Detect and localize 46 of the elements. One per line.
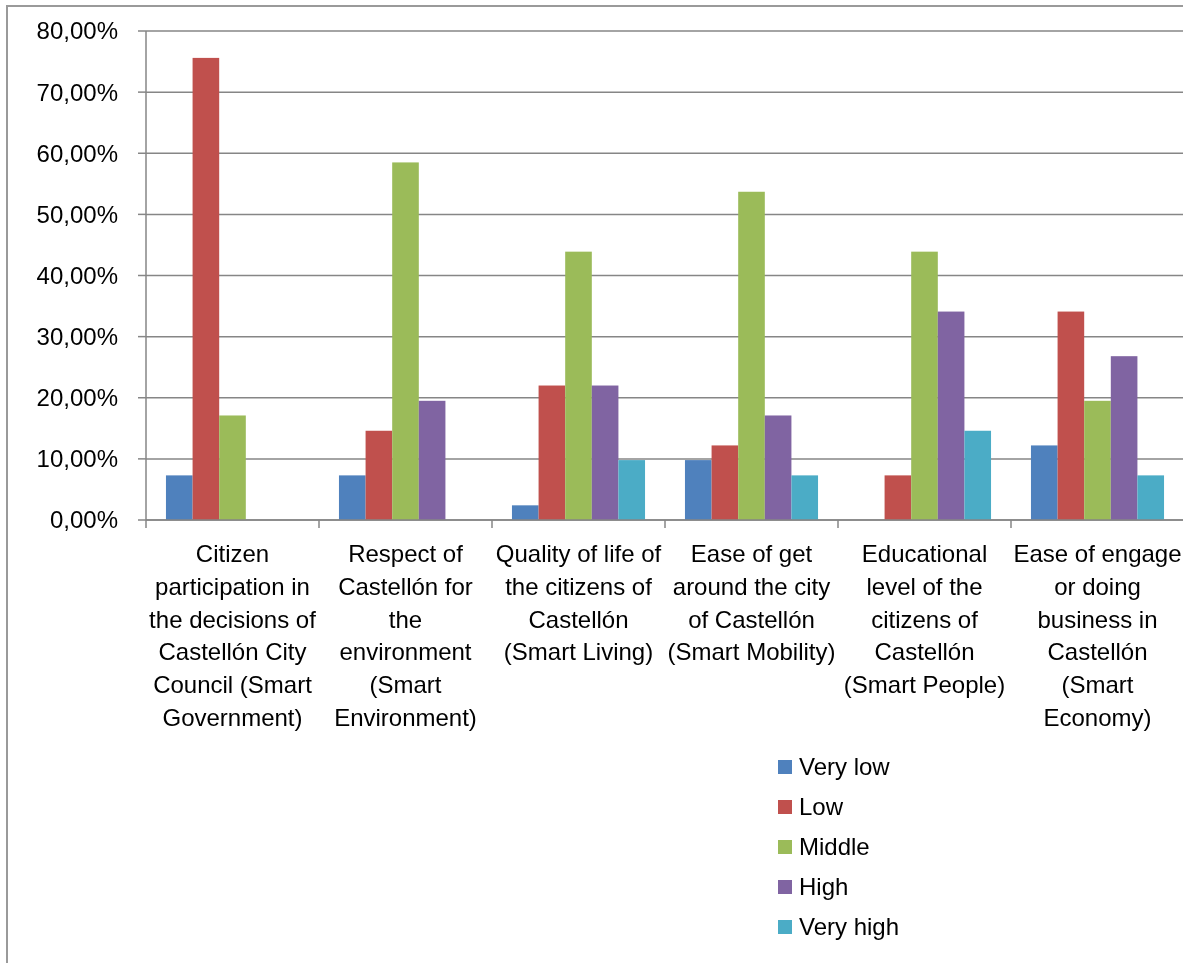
bar [165,475,193,520]
x-tick-label: Quality of life of the citizens of Castellón (Smart Living) [495,540,662,666]
bar [1084,400,1111,520]
bar [338,475,366,520]
bar [884,475,912,520]
bar [538,385,566,520]
bar [1030,445,1058,520]
x-tick-label: Educational level of the citizens of Castellón (Smart People) [843,540,1006,699]
y-tick-label: 40,00% [36,261,118,289]
x-tick-label: Ease of engage or doing business in Castellón (Smart Economy) [1013,540,1182,731]
y-tick-label: 60,00% [36,139,118,167]
bar [791,475,819,520]
bar [684,460,712,520]
legend-label: High [799,873,849,901]
legend-label: Very high [799,913,900,941]
bar [392,162,419,520]
legend-label: Low [799,793,844,821]
bar [565,251,592,520]
bar [911,251,938,520]
bar [711,445,739,520]
bar [1110,356,1138,520]
y-tick-label: 10,00% [36,445,118,473]
bar [591,385,619,520]
bar [365,430,393,520]
bar [511,505,539,520]
bar [964,430,992,520]
bar [1137,475,1165,520]
bar [937,311,965,520]
bar [192,57,220,520]
bar [219,415,246,520]
legend-label: Middle [799,833,870,861]
y-tick-label: 0,00% [49,506,118,534]
x-tick-label: Respect of Castellón for the environment (Smart Environment) [334,540,477,731]
bar [764,415,792,520]
y-tick-label: 80,00% [36,17,118,45]
bar [618,460,646,520]
y-tick-label: 70,00% [36,78,118,106]
y-tick-label: 20,00% [36,384,118,412]
bar [738,191,765,520]
legend-label: Very low [799,753,891,781]
x-tick-label: Citizen participation in the decisions of Castellón City Council (Smart Government) [149,540,317,731]
y-tick-label: 50,00% [36,200,118,228]
x-tick-label: Ease of get around the city of Castellón (Smart Mobility) [667,540,836,666]
bar [1057,311,1085,520]
y-tick-label: 30,00% [36,323,118,351]
bar [418,400,446,520]
